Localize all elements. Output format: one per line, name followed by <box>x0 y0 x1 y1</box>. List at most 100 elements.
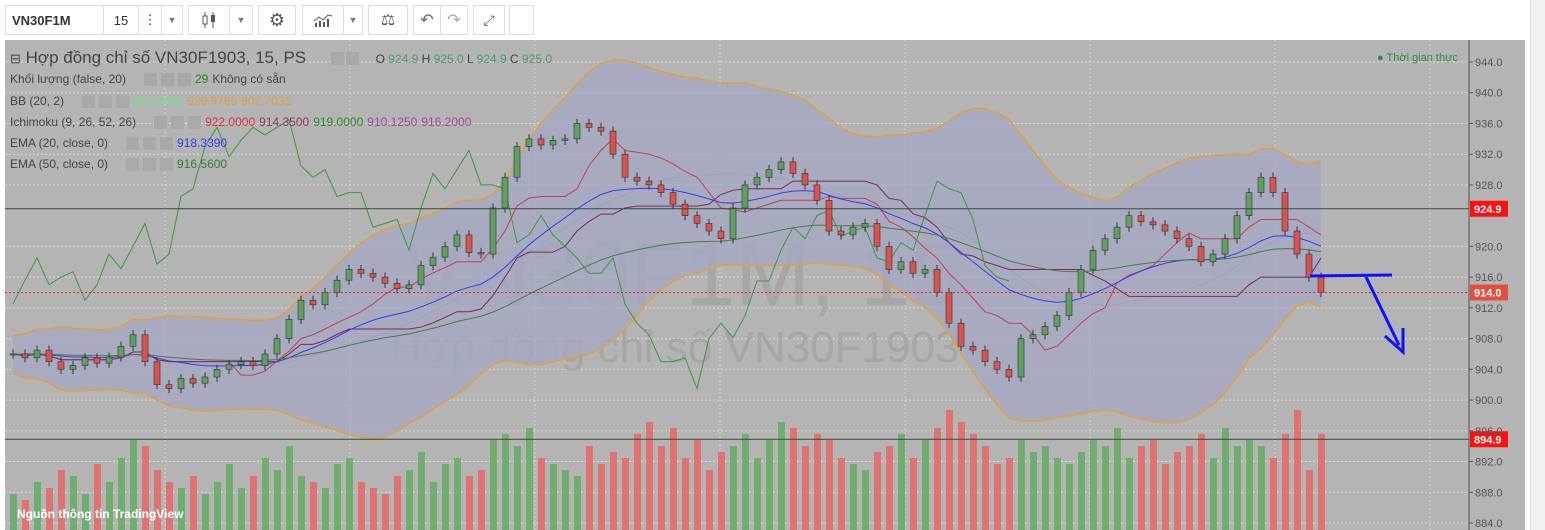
legend-title: Hợp đồng chỉ số VN30F1903, 15, PS <box>25 48 307 67</box>
volume-bar <box>178 488 185 530</box>
candle-body <box>117 345 125 358</box>
symbol-input[interactable]: VN30F1M <box>5 5 104 35</box>
axis-tick-label: 904.0 <box>1475 364 1503 376</box>
empty-toolbar-button[interactable] <box>509 5 534 35</box>
candle-body <box>153 361 161 385</box>
price-chart[interactable]: VN30F1M, 15Hợp đồng chỉ số VN30F1903924.… <box>5 40 1525 530</box>
volume-bar <box>1270 458 1277 530</box>
volume-bar <box>1222 428 1229 530</box>
volume-bar <box>1150 440 1157 530</box>
candle-body <box>237 361 245 366</box>
eye-icon[interactable] <box>330 52 344 66</box>
volume-bar <box>1186 446 1193 530</box>
bollinger-upper <box>12 58 1322 337</box>
candle-body <box>1317 276 1325 293</box>
candle-body <box>225 364 233 370</box>
candle-body <box>393 282 401 289</box>
candle-body <box>525 138 533 147</box>
volume-bar <box>310 482 317 530</box>
volume-bar <box>790 428 797 530</box>
scrollbar[interactable] <box>1530 0 1545 530</box>
volume-bar <box>430 482 437 530</box>
chart-area[interactable]: VN30F1M, 15Hợp đồng chỉ số VN30F1903924.… <box>5 40 1525 530</box>
legend-ema20: EMA (20, close, 0) 918.3390 <box>10 136 228 151</box>
candle-body <box>597 127 605 132</box>
candlestick-icon[interactable] <box>188 5 230 35</box>
candle-body <box>1077 269 1085 293</box>
volume-bar <box>1282 434 1289 530</box>
volume-bar <box>454 458 461 530</box>
candle-body <box>333 279 341 293</box>
volume-bar <box>874 452 881 530</box>
volume-bar <box>694 440 701 530</box>
candle-body <box>345 269 353 281</box>
candle-body <box>765 169 773 178</box>
candle-body <box>57 361 65 370</box>
candle-body <box>693 215 701 224</box>
candle-body <box>1233 215 1241 240</box>
candle-body <box>1149 221 1157 226</box>
candle-body <box>789 161 797 174</box>
volume-bar <box>898 434 905 530</box>
volume-bar <box>202 494 209 530</box>
undo-icon[interactable]: ↶ <box>413 5 441 35</box>
collapse-icon[interactable]: ⊟ <box>10 51 21 66</box>
volume-bar <box>262 458 269 530</box>
candle-body <box>633 176 641 182</box>
chevron-down-icon[interactable]: ▼ <box>343 5 363 35</box>
candle-body <box>81 357 89 366</box>
interval-more-icon[interactable]: ⋮ <box>138 5 162 35</box>
indicators-icon[interactable] <box>302 5 344 35</box>
redo-icon[interactable]: ↷ <box>440 5 468 35</box>
gear-icon[interactable]: ⚙ <box>258 5 296 35</box>
volume-bar <box>46 488 53 530</box>
interval-button[interactable]: 15 <box>103 5 139 35</box>
volume-bar <box>598 464 605 530</box>
compare-scales-icon[interactable]: ⚖ <box>368 5 408 35</box>
candle-body <box>777 161 785 170</box>
volume-bar <box>946 410 953 530</box>
volume-bar <box>1090 440 1097 530</box>
volume-bar <box>490 440 497 530</box>
volume-bar <box>862 470 869 530</box>
volume-bar <box>1246 440 1253 530</box>
candle-body <box>417 265 425 286</box>
volume-bar <box>1174 452 1181 530</box>
settings-icon[interactable] <box>345 52 359 66</box>
chevron-down-icon[interactable]: ▼ <box>161 5 183 35</box>
candle-body <box>453 234 461 247</box>
volume-bar <box>982 446 989 530</box>
volume-bar <box>622 458 629 530</box>
volume-bar <box>1126 458 1133 530</box>
volume-bar <box>514 446 521 530</box>
volume-bar <box>994 464 1001 530</box>
candle-body <box>1053 315 1061 327</box>
volume-bar <box>394 476 401 530</box>
volume-bar <box>274 470 281 530</box>
candle-body <box>561 138 569 141</box>
candle-body <box>1089 249 1097 270</box>
candle-body <box>1197 246 1205 263</box>
volume-bar <box>142 446 149 530</box>
price-label: 924.9 <box>1474 204 1502 216</box>
footer-source[interactable]: Nguồn thông tin TradingView <box>17 507 184 521</box>
volume-bar <box>574 476 581 530</box>
chevron-down-icon[interactable]: ▼ <box>229 5 253 35</box>
axis-tick-label: 912.0 <box>1475 303 1503 315</box>
candle-body <box>681 203 689 216</box>
candle-body <box>837 230 845 236</box>
volume-bar <box>1030 452 1037 530</box>
axis-tick-label: 928.0 <box>1475 180 1503 192</box>
volume-bar <box>550 464 557 530</box>
volume-bar <box>958 422 965 530</box>
volume-bar <box>802 446 809 530</box>
price-label-bg <box>1470 200 1508 217</box>
candle-body <box>1017 338 1025 378</box>
candle-body <box>309 299 317 306</box>
candle-body <box>1281 192 1289 232</box>
fullscreen-icon[interactable]: ⤢ <box>473 5 505 35</box>
candle-body <box>1029 334 1037 339</box>
price-label-bg <box>1470 431 1508 448</box>
candle-body <box>609 130 617 155</box>
volume-bar <box>934 428 941 530</box>
